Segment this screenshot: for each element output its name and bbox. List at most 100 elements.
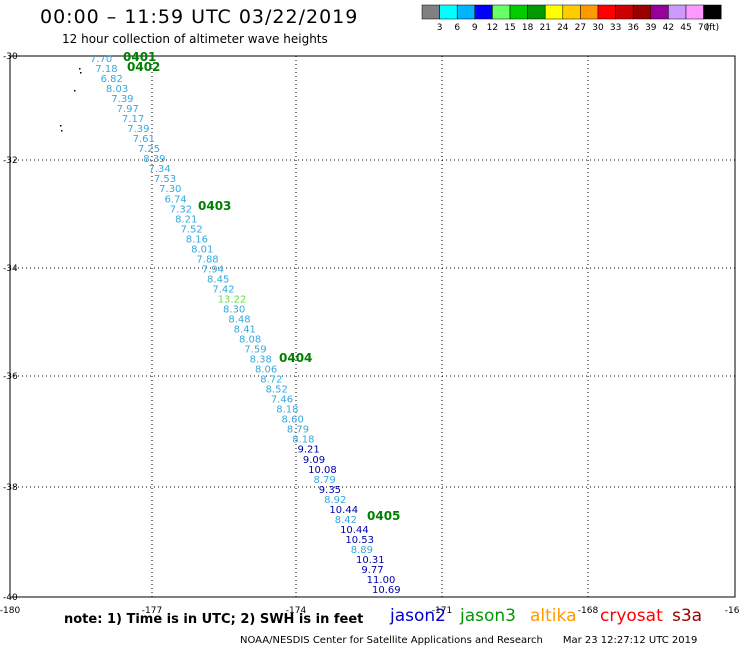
wave-height-value: 7.61 (133, 134, 155, 145)
lon-tick-label: -168 (578, 606, 599, 616)
legend-label: 12 (487, 23, 498, 33)
wave-height-value: 8.06 (255, 365, 277, 376)
wave-height-value: 10.44 (340, 525, 369, 536)
wave-height-value: 8.41 (234, 325, 256, 336)
satellite-s3a: s3a (672, 606, 703, 626)
legend-swatch (703, 4, 722, 20)
legend-label: 18 (522, 23, 534, 33)
map-specks (60, 68, 82, 132)
legend-label: 15 (504, 23, 515, 33)
wave-height-value: 10.08 (308, 465, 337, 476)
legend-swatch (615, 4, 634, 20)
wave-height-value: 8.03 (106, 84, 128, 95)
legend-swatch (685, 4, 704, 20)
wave-height-value: 9.21 (298, 445, 320, 456)
wave-height-value: 8.72 (260, 375, 282, 386)
generated-timestamp: Mar 23 12:27:12 UTC 2019 (562, 635, 698, 646)
lon-tick-label: -165 (725, 606, 740, 616)
legend-label: 33 (610, 23, 621, 33)
wave-height-value: 7.32 (170, 204, 192, 215)
legend-swatch (527, 4, 546, 20)
wave-height-value: 7.17 (122, 114, 144, 125)
credit-line: NOAA/NESDIS Center for Satellite Applica… (240, 635, 697, 646)
legend-label: 39 (645, 23, 657, 33)
satellite-jason3: jason3 (460, 606, 516, 626)
wave-height-value: 8.30 (223, 304, 245, 315)
satellite-jason2: jason2 (390, 606, 446, 626)
pass-time-label: 0401 (123, 50, 156, 64)
wave-height-value: 7.52 (180, 224, 202, 235)
legend-swatch (650, 4, 669, 20)
island-speck (61, 130, 63, 132)
island-speck (60, 125, 62, 127)
legend-label: 27 (575, 23, 586, 33)
wave-height-value: 8.89 (351, 545, 373, 556)
wave-height-value: 8.79 (287, 425, 309, 436)
lat-tick-label: -40 (3, 593, 18, 603)
lon-tick-label: -180 (0, 606, 20, 616)
wave-height-value: 7.46 (271, 395, 293, 406)
wave-height-value: 7.59 (244, 345, 266, 356)
legend-label: 70 (698, 23, 710, 33)
wave-height-value: 7.88 (196, 254, 218, 265)
wave-height-value: 8.08 (239, 335, 261, 346)
legend-swatch (544, 4, 564, 20)
legend-swatch (632, 4, 652, 20)
island-speck (80, 72, 82, 74)
wave-height-value: 10.44 (329, 505, 358, 516)
wave-height-value: 8.92 (324, 495, 346, 506)
legend-swatch (439, 4, 458, 20)
legend-swatch (562, 4, 581, 20)
wave-height-value: 8.42 (335, 515, 357, 526)
wave-height-value: 7.34 (149, 164, 171, 175)
legend-label: 9 (472, 23, 478, 33)
wave-height-value: 10.53 (345, 535, 374, 546)
lon-tick-label: -171 (432, 606, 452, 616)
legend-swatch (580, 4, 599, 20)
legend-label: 36 (627, 23, 639, 33)
wave-height-value: 10.69 (372, 585, 401, 596)
map-title: 00:00 – 11:59 UTC 03/22/2019 (40, 6, 359, 28)
wave-height-value: 9.09 (303, 455, 325, 466)
wave-height-value: 8.38 (250, 355, 272, 366)
legend-label: 30 (592, 23, 604, 33)
wave-height-value: 7.42 (212, 284, 234, 295)
wave-height-value: 7.97 (117, 104, 139, 115)
color-legend: 3 6 9 12 15 18 21 24 27 30 33 36 39 42 45 70(ft) (421, 4, 722, 33)
satellite-cryosat: cryosat (600, 606, 663, 626)
satellite-altika: altika (530, 606, 577, 626)
wave-height-value: 8.39 (143, 154, 165, 165)
wave-height-value: 7.39 (111, 94, 133, 105)
wave-height-value: 9.35 (319, 485, 341, 496)
legend-label: 24 (557, 23, 569, 33)
credit-text: NOAA/NESDIS Center for Satellite Applica… (240, 635, 543, 646)
legend-label: 3 (437, 23, 443, 33)
axis-ticks: -180-177-174-171-168-165-30-32-34-36-38-… (0, 52, 740, 616)
pass-time-label: 0403 (198, 199, 231, 213)
wave-height-value: 13.22 (218, 294, 247, 305)
wave-height-value: 7.30 (159, 184, 181, 195)
legend-swatch (597, 4, 616, 20)
wave-height-value: 7.70 (90, 54, 112, 65)
legend-swatch (492, 4, 511, 20)
legend-label: 21 (539, 23, 550, 33)
wave-height-value: 8.18 (276, 405, 298, 416)
wave-height-value: 7.94 (202, 264, 224, 275)
legend-swatch (456, 4, 476, 20)
legend-label: 6 (454, 23, 460, 33)
footer-note: note: 1) Time is in UTC; 2) SWH is in fe… (64, 612, 364, 627)
wave-height-value: 8.52 (266, 385, 288, 396)
wave-height-value: 6.74 (164, 194, 186, 205)
island-speck (79, 68, 81, 70)
wave-height-value: 8.45 (207, 274, 229, 285)
map-subtitle: 12 hour collection of altimeter wave hei… (62, 32, 328, 46)
map-frame (9, 55, 736, 598)
wave-height-value: 8.48 (228, 314, 250, 325)
legend-swatch (474, 4, 493, 20)
pass-time-label: 0404 (279, 351, 312, 365)
legend-swatch (421, 4, 440, 20)
grid-lines (10, 56, 735, 597)
legend-label: 45 (680, 23, 691, 33)
